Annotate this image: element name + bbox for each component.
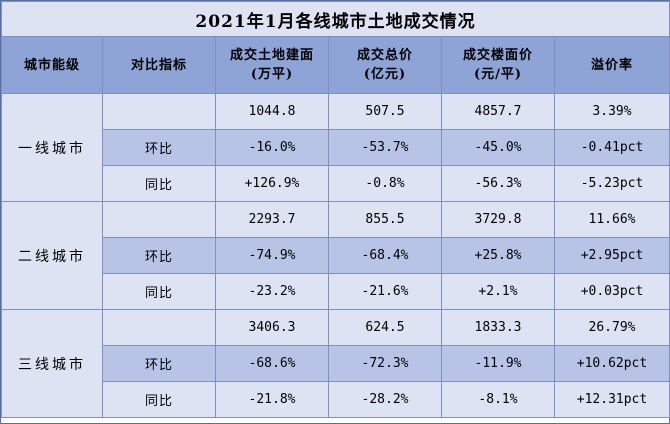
value-cell: -68.6% (215, 345, 329, 382)
indicator-header: 对比指标 (102, 36, 216, 94)
value-cell: 1044.8 (215, 93, 329, 130)
header-line: 成交楼面价 (462, 48, 533, 63)
value-cell: 3729.8 (441, 201, 555, 238)
value-cell: 26.79% (554, 309, 670, 346)
value-cell: 624.5 (328, 309, 442, 346)
indicator-cell (102, 309, 216, 346)
header-row: 城市能级 对比指标 成交土地建面 (万平) 成交总价 (亿元) 成交楼面价 (元/平) 溢价率 (1, 36, 670, 94)
value-cell: 3.39% (554, 93, 670, 130)
value-cell: -21.6% (328, 273, 442, 310)
header-line: 成交总价 (356, 48, 413, 63)
value-cell: 507.5 (328, 93, 442, 130)
indicator-cell: 同比 (102, 381, 216, 418)
header-line: 溢价率 (590, 57, 633, 73)
indicator-cell: 环比 (102, 237, 216, 274)
table-title: 2021年1月各线城市土地成交情况 (1, 1, 670, 37)
indicator-cell: 环比 (102, 129, 216, 166)
indicator-cell: 同比 (102, 165, 216, 202)
value-cell: -8.1% (441, 381, 555, 418)
indicator-cell (102, 93, 216, 130)
value-cell: -23.2% (215, 273, 329, 310)
header-line: 对比指标 (130, 57, 187, 73)
value-cell: -21.8% (215, 381, 329, 418)
value-cell: -68.4% (328, 237, 442, 274)
land-area-header: 成交土地建面 (万平) (215, 36, 329, 94)
tier-2-cities-label: 二线城市 (1, 201, 103, 310)
value-cell: +2.95pct (554, 237, 670, 274)
value-cell: +0.03pct (554, 273, 670, 310)
value-cell: -45.0% (441, 129, 555, 166)
value-cell: +10.62pct (554, 345, 670, 382)
table-row: 二线城市 2293.7 855.5 3729.8 11.66% (1, 201, 670, 310)
value-cell: -72.3% (328, 345, 442, 382)
value-cell: -0.41pct (554, 129, 670, 166)
tier-1-cities-label: 一线城市 (1, 93, 103, 202)
table-row: 环比 -74.9% -68.4% +25.8% +2.95pct (2, 237, 670, 274)
value-cell: -74.9% (215, 237, 329, 274)
value-cell: 4857.7 (441, 93, 555, 130)
value-cell: 3406.3 (215, 309, 329, 346)
indicator-cell: 同比 (102, 273, 216, 310)
value-cell: +126.9% (215, 165, 329, 202)
table-row: 三线城市 3406.3 624.5 1833.3 26.79% (1, 309, 670, 418)
value-cell: 855.5 (328, 201, 442, 238)
tier-3-cities-label: 三线城市 (1, 309, 103, 418)
table-row: 环比 -16.0% -53.7% -45.0% -0.41pct (2, 129, 670, 166)
city-tier-header: 城市能级 (1, 36, 103, 94)
value-cell: -0.8% (328, 165, 442, 202)
table-row: 同比 -23.2% -21.6% +2.1% +0.03pct (2, 273, 670, 310)
value-cell: -11.9% (441, 345, 555, 382)
value-cell: -28.2% (328, 381, 442, 418)
table-row: 一线城市 1044.8 507.5 4857.7 3.39% (1, 93, 670, 202)
indicator-cell (102, 201, 216, 238)
table-row: 环比 -68.6% -72.3% -11.9% +10.62pct (2, 345, 670, 382)
total-price-header: 成交总价 (亿元) (328, 36, 442, 94)
value-cell: -56.3% (441, 165, 555, 202)
premium-rate-header: 溢价率 (554, 36, 670, 94)
value-cell: +25.8% (441, 237, 555, 274)
header-line: 城市能级 (23, 57, 80, 73)
header-line: 成交土地建面 (229, 48, 314, 63)
value-cell: 11.66% (554, 201, 670, 238)
value-cell: 2293.7 (215, 201, 329, 238)
table-row: 同比 -21.8% -28.2% -8.1% +12.31pct (2, 381, 670, 418)
header-line: (元/平) (473, 67, 523, 82)
value-cell: +12.31pct (554, 381, 670, 418)
value-cell: -5.23pct (554, 165, 670, 202)
indicator-cell: 环比 (102, 345, 216, 382)
header-line: (亿元) (363, 67, 407, 82)
value-cell: -53.7% (328, 129, 442, 166)
floor-price-header: 成交楼面价 (元/平) (441, 36, 555, 94)
header-line: (万平) (250, 67, 294, 82)
table-row: 同比 +126.9% -0.8% -56.3% -5.23pct (2, 165, 670, 202)
value-cell: -16.0% (215, 129, 329, 166)
value-cell: 1833.3 (441, 309, 555, 346)
value-cell: +2.1% (441, 273, 555, 310)
